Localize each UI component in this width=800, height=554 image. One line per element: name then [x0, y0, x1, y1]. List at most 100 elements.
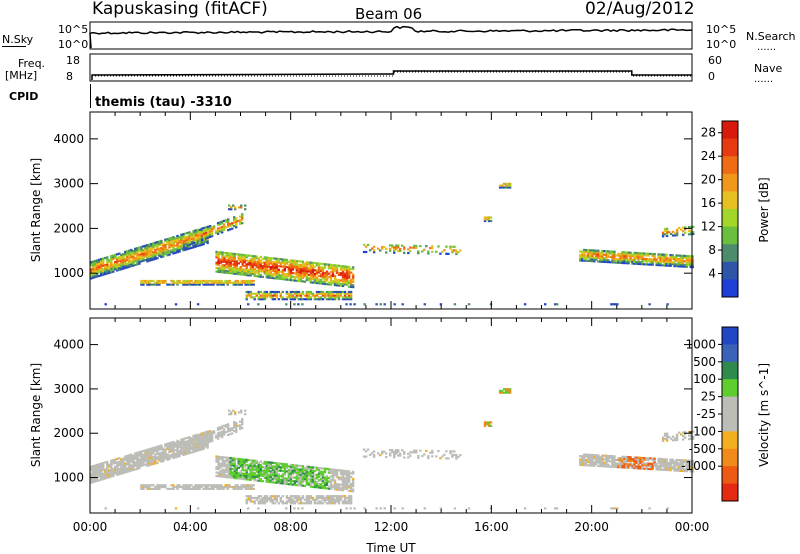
data-cell [148, 448, 151, 451]
data-cell [287, 260, 291, 263]
data-cell [263, 496, 267, 500]
data-cell [124, 466, 127, 469]
data-cell [251, 263, 254, 267]
data-cell [223, 255, 226, 258]
data-cell [140, 256, 143, 259]
data-cell [681, 258, 684, 261]
data-cell [186, 231, 189, 235]
data-cell [601, 461, 604, 464]
data-cell [194, 443, 198, 447]
data-cell [341, 296, 345, 299]
data-cell [689, 258, 692, 261]
data-cell [186, 244, 190, 247]
data-cell [206, 232, 210, 236]
data-cell [202, 283, 205, 286]
data-cell [269, 466, 273, 469]
data-cell [315, 468, 319, 471]
data-cell [184, 248, 187, 251]
data-cell [637, 462, 640, 465]
data-cell [271, 461, 275, 464]
data-cell [223, 474, 226, 477]
data-cell [190, 445, 194, 448]
data-cell [158, 247, 161, 250]
data-cell [136, 248, 139, 252]
data-cell [319, 268, 323, 271]
data-cell [353, 303, 356, 306]
data-cell [221, 463, 224, 466]
data-cell [248, 484, 251, 487]
data-cell [597, 255, 600, 258]
data-cell [333, 498, 337, 501]
data-cell [126, 257, 129, 260]
data-cell [449, 452, 452, 455]
y-tick-label: 3000 [53, 382, 84, 396]
data-cell [241, 458, 244, 461]
data-cell [196, 447, 199, 450]
data-cell [100, 473, 103, 476]
data-cell [329, 298, 333, 301]
data-cell [265, 461, 269, 464]
data-cell [98, 463, 101, 466]
data-cell [144, 248, 147, 251]
data-cell [339, 496, 343, 500]
data-cell [196, 433, 199, 436]
data-cell [445, 450, 448, 453]
data-cell [218, 431, 222, 434]
data-cell [347, 290, 351, 294]
data-cell [299, 274, 303, 277]
data-cell [671, 439, 675, 442]
data-cell [160, 460, 163, 463]
data-cell [100, 475, 103, 478]
data-cell [114, 470, 117, 473]
data-cell [134, 263, 137, 266]
data-cell [96, 268, 99, 271]
data-cell [281, 475, 285, 478]
data-cell [273, 273, 277, 276]
data-cell [194, 239, 198, 242]
data-cell [219, 471, 222, 474]
data-cell [315, 477, 319, 480]
data-cell [150, 246, 153, 249]
data-cell [663, 227, 667, 231]
data-cell [146, 455, 149, 458]
data-cell [275, 294, 279, 297]
data-cell [293, 296, 297, 299]
data-cell [345, 267, 349, 270]
data-cell [607, 255, 610, 258]
data-cell [196, 244, 199, 248]
data-cell [231, 254, 234, 257]
data-cell [271, 296, 275, 299]
data-cell [301, 280, 305, 283]
data-cell [265, 469, 269, 473]
data-cell [607, 458, 610, 461]
data-cell [345, 475, 349, 478]
data-cell [255, 255, 259, 258]
data-cell [92, 269, 95, 272]
data-cell [351, 479, 355, 482]
data-cell [152, 462, 155, 466]
data-cell [215, 459, 218, 462]
data-cell [188, 441, 191, 444]
data-cell [180, 281, 183, 284]
data-cell [172, 245, 175, 248]
data-cell [138, 262, 141, 265]
data-cell [653, 459, 656, 462]
data-cell [96, 275, 99, 278]
data-cell [335, 500, 339, 503]
data-cell [166, 248, 169, 251]
data-cell [146, 256, 149, 259]
data-cell [339, 284, 343, 287]
data-cell [295, 469, 299, 472]
data-cell [299, 276, 303, 279]
data-cell [227, 458, 230, 461]
data-cell [609, 252, 612, 255]
data-cell [245, 268, 248, 271]
data-cell [152, 245, 155, 248]
data-cell [691, 255, 694, 258]
data-cell [110, 468, 113, 471]
data-cell [341, 495, 345, 498]
data-cell [305, 271, 309, 274]
data-cell [583, 455, 586, 458]
data-cell [178, 455, 181, 458]
data-cell [643, 464, 646, 467]
